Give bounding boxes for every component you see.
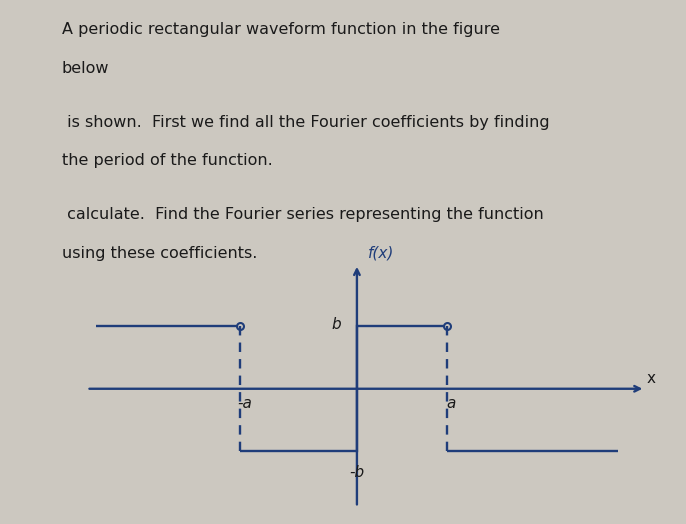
Text: A periodic rectangular waveform function in the figure: A periodic rectangular waveform function…: [62, 23, 499, 38]
Text: b: b: [331, 317, 341, 332]
Text: calculate.  Find the Fourier series representing the function: calculate. Find the Fourier series repre…: [62, 208, 543, 222]
Text: below: below: [62, 61, 109, 76]
Text: a: a: [447, 396, 456, 411]
Text: -b: -b: [349, 465, 364, 480]
Text: x: x: [647, 370, 656, 386]
Text: -a: -a: [237, 396, 252, 411]
Text: the period of the function.: the period of the function.: [62, 153, 272, 168]
Text: using these coefficients.: using these coefficients.: [62, 246, 257, 260]
Text: is shown.  First we find all the Fourier coefficients by finding: is shown. First we find all the Fourier …: [62, 115, 549, 130]
Text: f(x): f(x): [368, 246, 394, 261]
